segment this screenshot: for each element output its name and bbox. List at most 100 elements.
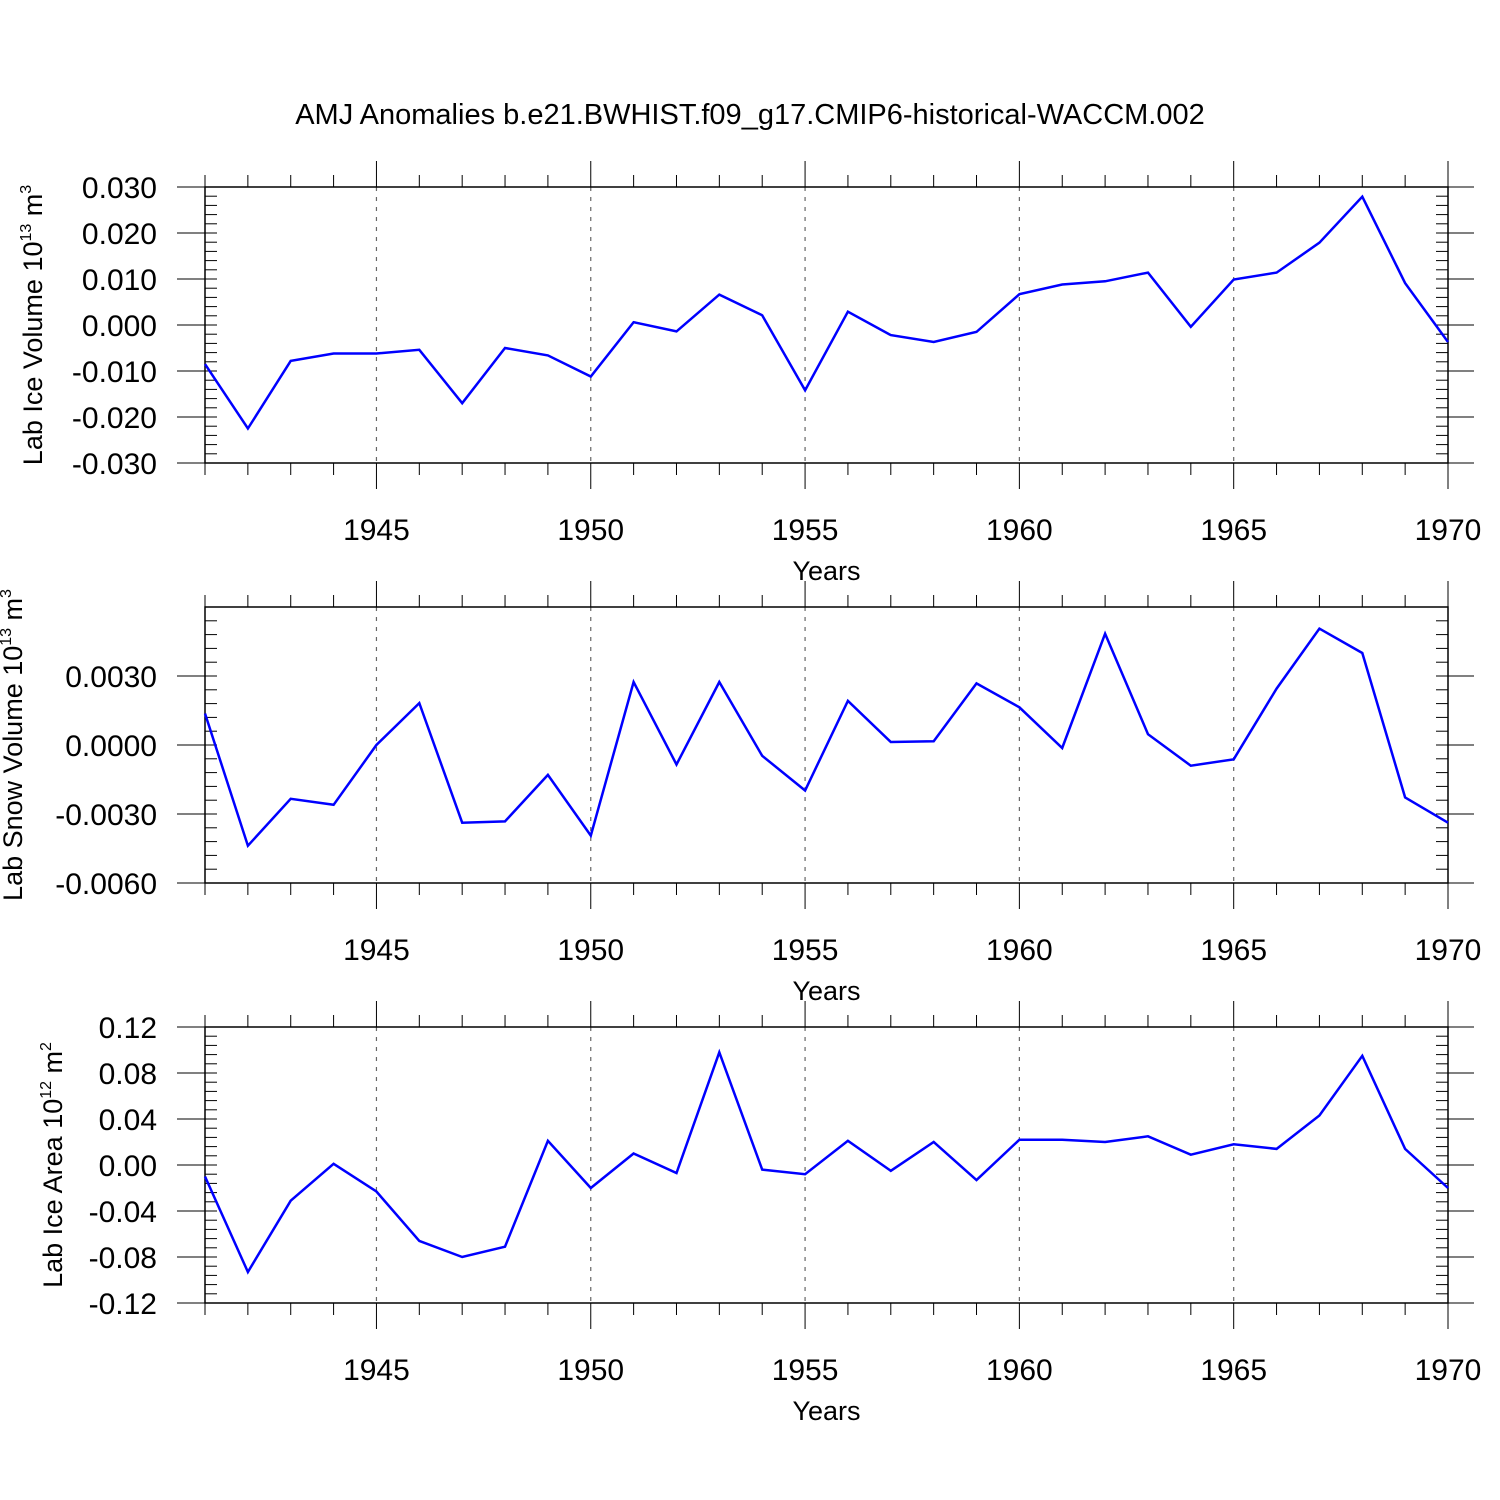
data-point bbox=[246, 844, 250, 848]
x-tick-label: 1965 bbox=[1200, 514, 1267, 547]
y-axis-label: Lab Ice Volume 1013 m3 bbox=[18, 185, 48, 465]
series-line bbox=[203, 1048, 1449, 1275]
data-point bbox=[289, 797, 293, 801]
data-point bbox=[417, 348, 421, 352]
data-point bbox=[975, 1178, 979, 1182]
data-point bbox=[932, 739, 936, 743]
x-tick-label: 1945 bbox=[343, 1354, 410, 1387]
data-point bbox=[460, 821, 464, 825]
x-tick-label: 1960 bbox=[986, 514, 1053, 547]
data-point bbox=[332, 352, 336, 356]
data-point bbox=[1189, 764, 1193, 768]
data-point bbox=[1275, 271, 1279, 275]
y-tick-label: -0.010 bbox=[72, 356, 157, 389]
data-point bbox=[289, 1199, 293, 1203]
data-point bbox=[503, 819, 507, 823]
data-point bbox=[203, 1175, 207, 1179]
data-point bbox=[374, 352, 378, 356]
y-tick-label: 0.030 bbox=[82, 172, 157, 205]
data-point bbox=[717, 1050, 721, 1054]
x-tick-label: 1965 bbox=[1200, 934, 1267, 967]
y-tick-label: 0.0030 bbox=[65, 661, 157, 694]
y-tick-label: 0.000 bbox=[82, 310, 157, 343]
data-point bbox=[1317, 241, 1321, 245]
data-point bbox=[1446, 1186, 1450, 1190]
data-point bbox=[632, 680, 636, 684]
x-tick-label: 1955 bbox=[772, 1354, 839, 1387]
x-tick-label: 1970 bbox=[1415, 1354, 1482, 1387]
data-point bbox=[889, 740, 893, 744]
data-point bbox=[889, 1169, 893, 1173]
data-point bbox=[932, 340, 936, 344]
plot-frame bbox=[204, 1026, 1449, 1304]
data-point bbox=[374, 743, 378, 747]
data-point bbox=[803, 789, 807, 793]
data-point bbox=[846, 310, 850, 314]
data-point bbox=[760, 313, 764, 317]
data-point bbox=[460, 401, 464, 405]
data-point bbox=[932, 1140, 936, 1144]
data-point bbox=[1403, 281, 1407, 285]
x-tick-label: 1960 bbox=[986, 934, 1053, 967]
data-point bbox=[1232, 1142, 1236, 1146]
data-point bbox=[417, 701, 421, 705]
y-tick-label: 0.0000 bbox=[65, 730, 157, 763]
x-axis-label: Years bbox=[792, 976, 860, 1006]
data-point bbox=[546, 1139, 550, 1143]
data-point bbox=[803, 388, 807, 392]
data-point bbox=[589, 834, 593, 838]
data-point bbox=[417, 1239, 421, 1243]
data-point bbox=[1017, 705, 1021, 709]
x-tick-label: 1950 bbox=[557, 1354, 624, 1387]
data-point bbox=[1060, 283, 1064, 287]
y-tick-label: -0.04 bbox=[89, 1196, 157, 1229]
data-point bbox=[1060, 746, 1064, 750]
data-point bbox=[332, 1162, 336, 1166]
y-tick-label: -0.0030 bbox=[55, 799, 157, 832]
data-point bbox=[1317, 1114, 1321, 1118]
data-point bbox=[1317, 627, 1321, 631]
y-axis-label: Lab Ice Area 1012 m2 bbox=[38, 1042, 68, 1288]
data-point bbox=[1232, 277, 1236, 281]
y-tick-label: -0.08 bbox=[89, 1242, 157, 1275]
data-point bbox=[1189, 325, 1193, 329]
data-point bbox=[503, 346, 507, 350]
data-point bbox=[1017, 1138, 1021, 1142]
y-tick-label: 0.00 bbox=[99, 1150, 157, 1183]
data-point bbox=[546, 773, 550, 777]
data-point bbox=[1403, 1147, 1407, 1151]
data-point bbox=[632, 320, 636, 324]
data-point bbox=[1103, 1140, 1107, 1144]
data-point bbox=[1146, 732, 1150, 736]
data-point bbox=[846, 1139, 850, 1143]
plot-frame bbox=[204, 186, 1449, 464]
y-tick-label: 0.020 bbox=[82, 218, 157, 251]
x-tick-label: 1945 bbox=[343, 514, 410, 547]
data-point bbox=[1403, 795, 1407, 799]
y-tick-label: -0.12 bbox=[89, 1288, 157, 1321]
y-axis-label: Lab Snow Volume 1013 m3 bbox=[0, 589, 28, 901]
data-point bbox=[632, 1152, 636, 1156]
x-tick-label: 1960 bbox=[986, 1354, 1053, 1387]
chart-title: AMJ Anomalies b.e21.BWHIST.f09_g17.CMIP6… bbox=[295, 99, 1205, 131]
data-point bbox=[1446, 821, 1450, 825]
x-tick-label: 1970 bbox=[1415, 514, 1482, 547]
data-point bbox=[1360, 195, 1364, 199]
x-tick-label: 1950 bbox=[557, 514, 624, 547]
y-tick-label: -0.030 bbox=[72, 448, 157, 481]
data-point bbox=[1360, 651, 1364, 655]
data-point bbox=[246, 427, 250, 431]
data-point bbox=[674, 763, 678, 767]
data-point bbox=[1275, 1147, 1279, 1151]
data-point bbox=[1060, 1138, 1064, 1142]
data-point bbox=[760, 1168, 764, 1172]
y-tick-label: -0.020 bbox=[72, 402, 157, 435]
data-point bbox=[846, 699, 850, 703]
data-point bbox=[1017, 292, 1021, 296]
x-axis-label: Years bbox=[792, 556, 860, 586]
data-point bbox=[889, 333, 893, 337]
panel-ice-volume: -0.030 -0.020 -0.010 0.000 0.010 0.020 0.030 19… bbox=[18, 161, 1481, 586]
data-point bbox=[246, 1270, 250, 1274]
data-point bbox=[1189, 1153, 1193, 1157]
